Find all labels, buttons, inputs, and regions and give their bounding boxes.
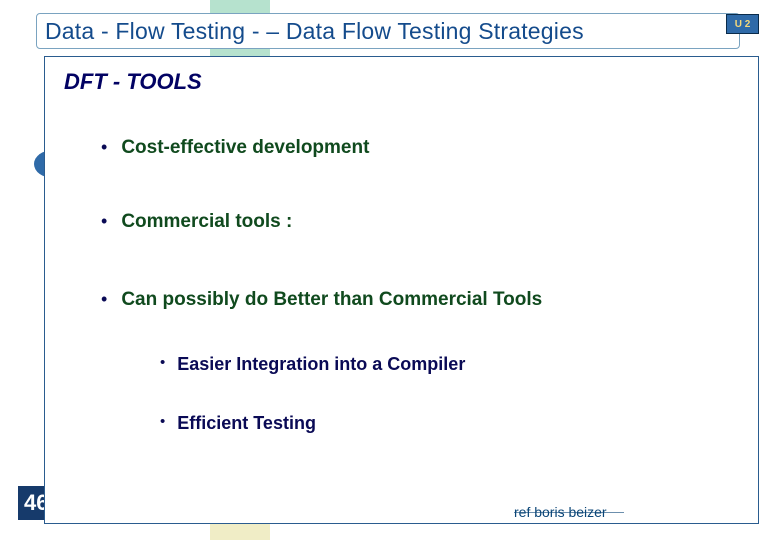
bullet-text: Can possibly do Better than Commercial T…	[121, 289, 542, 311]
bullet-dot-icon: •	[101, 137, 107, 159]
bullet-item: • Cost-effective development	[101, 137, 369, 159]
bullet-item: • Commercial tools :	[101, 211, 292, 233]
bullet-dot-icon: •	[101, 211, 107, 233]
slide: Data - Flow Testing - – Data Flow Testin…	[0, 0, 780, 540]
bullet-dot-icon: •	[160, 413, 165, 430]
footer-strike	[514, 512, 624, 513]
section-heading: DFT - TOOLS	[64, 69, 202, 95]
sub-bullet-text: Efficient Testing	[177, 413, 316, 434]
sub-bullet-item: • Easier Integration into a Compiler	[160, 354, 465, 375]
sub-bullet-text: Easier Integration into a Compiler	[177, 354, 465, 375]
title-bar: Data - Flow Testing - – Data Flow Testin…	[36, 13, 740, 49]
sub-bullet-item: • Efficient Testing	[160, 413, 316, 434]
unit-badge-text: U 2	[735, 19, 751, 30]
bullet-dot-icon: •	[101, 289, 107, 311]
bullet-dot-icon: •	[160, 354, 165, 371]
unit-badge: U 2	[726, 14, 759, 34]
bullet-text: Cost-effective development	[121, 137, 369, 159]
page-title: Data - Flow Testing - – Data Flow Testin…	[45, 18, 584, 45]
bullet-item: • Can possibly do Better than Commercial…	[101, 289, 542, 311]
bullet-text: Commercial tools :	[121, 211, 292, 233]
